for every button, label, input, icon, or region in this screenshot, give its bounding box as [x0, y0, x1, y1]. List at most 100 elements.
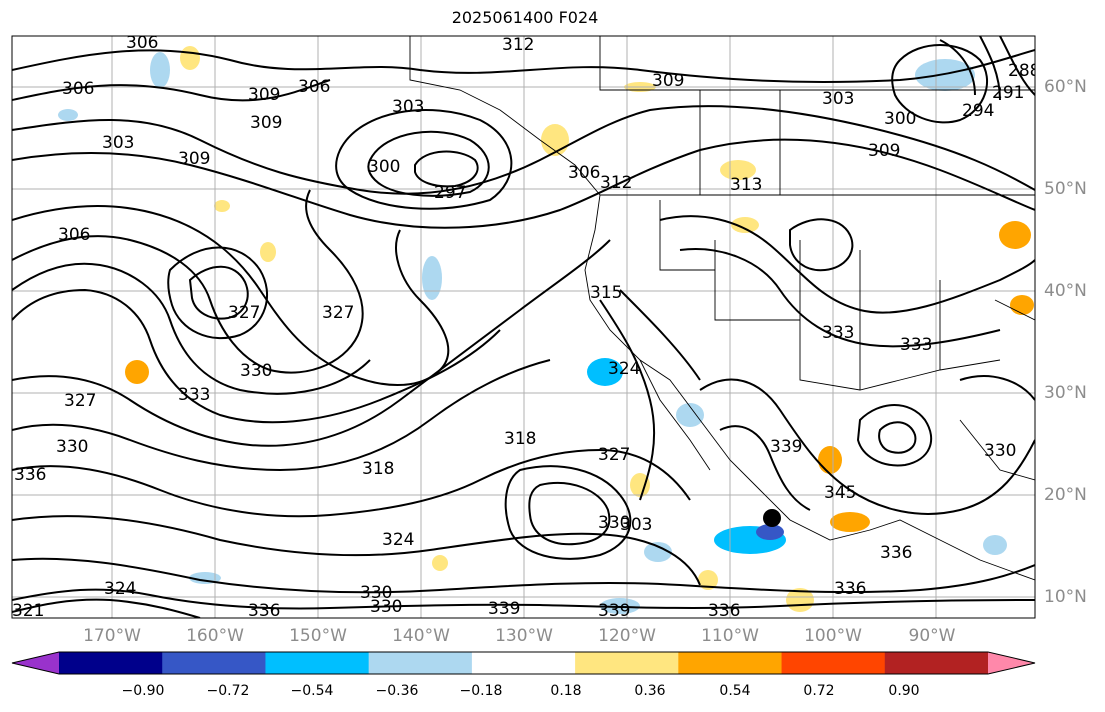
contour-label: 330 — [240, 361, 272, 381]
negative-anomaly-patch — [422, 256, 442, 300]
contour-label: 297 — [434, 183, 466, 203]
contour-label: 309 — [248, 85, 280, 105]
contour-label: 309 — [178, 149, 210, 169]
contour-label: 309 — [652, 71, 684, 91]
positive-anomaly-patch — [720, 160, 756, 180]
contour-label: 306 — [58, 225, 90, 245]
map-title: 2025061400 F024 — [451, 8, 599, 27]
coastlines — [409, 36, 1035, 581]
contour-label: 330 — [984, 441, 1016, 461]
contour-label: 315 — [590, 283, 622, 303]
contour-label: 333 — [900, 335, 932, 355]
contour-label: 306 — [126, 33, 158, 53]
negative-anomaly-patch — [915, 59, 975, 91]
contour-label: 303 — [102, 133, 134, 153]
lon-label: 100°W — [804, 626, 862, 646]
contour-label: 303 — [620, 515, 652, 535]
contour-label: 330 — [56, 437, 88, 457]
contour-label: 309 — [868, 141, 900, 161]
contour-label: 294 — [962, 101, 994, 121]
colorbar-segment — [368, 652, 473, 674]
colorbar-segment — [678, 652, 783, 674]
positive-anomaly-patch — [180, 46, 200, 70]
contour-label: 312 — [600, 173, 632, 193]
colorbar-segment — [884, 652, 989, 674]
colorbar-segments — [11, 651, 1036, 675]
contour-label: 336 — [708, 601, 740, 621]
positive-anomaly-patch — [1010, 295, 1034, 315]
lat-label: 60°N — [1044, 77, 1087, 97]
contour-label: 330 — [598, 513, 630, 533]
negative-anomaly-patch — [983, 535, 1007, 555]
colorbar-outline — [11, 651, 1036, 675]
contour-label: 333 — [822, 323, 854, 343]
lat-label: 30°N — [1044, 383, 1087, 403]
graticule — [12, 36, 1035, 618]
contour-label: 327 — [322, 303, 354, 323]
contour-label: 330 — [370, 597, 402, 617]
cyclone-center-marker — [763, 509, 781, 527]
positive-anomaly-patch — [830, 512, 870, 532]
colorbar-tick-label: 0.72 — [803, 683, 835, 699]
colorbar-tick-label: 0.18 — [550, 683, 582, 699]
contour-label: 309 — [250, 113, 282, 133]
contour-label: 288 — [1008, 61, 1040, 81]
negative-anomaly-patch — [587, 358, 623, 386]
positive-anomaly-patch — [260, 242, 276, 262]
contour-label: 321 — [12, 601, 44, 621]
contour-label: 303 — [392, 97, 424, 117]
contour-label: 330 — [360, 583, 392, 603]
colorbar-segment — [471, 652, 576, 674]
colorbar-extend-max — [988, 652, 1035, 674]
colorbar-tick-label: −0.72 — [206, 683, 250, 699]
lat-label: 10°N — [1044, 587, 1087, 607]
contour-label: 306 — [568, 163, 600, 183]
positive-anomaly-patch — [125, 360, 149, 384]
contour-label: 306 — [298, 77, 330, 97]
contour-label: 313 — [730, 175, 762, 195]
map-frame — [11, 35, 1036, 619]
contour-label: 300 — [368, 157, 400, 177]
negative-anomaly-patch — [676, 403, 704, 427]
colorbar-tick-label: −0.36 — [375, 683, 419, 699]
contour-label: 324 — [382, 530, 414, 550]
lon-label: 90°W — [908, 626, 956, 646]
contour-label: 291 — [992, 83, 1024, 103]
lat-label: 50°N — [1044, 179, 1087, 199]
contour-label: 324 — [104, 579, 136, 599]
colorbar-tick-label: −0.18 — [459, 683, 503, 699]
lon-label: 120°W — [598, 626, 656, 646]
colorbar-tick-label: 0.90 — [888, 683, 920, 699]
colorbar-segment — [59, 652, 163, 674]
contour-label: 345 — [824, 483, 856, 503]
lon-label: 150°W — [289, 626, 347, 646]
colorbar-tick-label: −0.90 — [121, 683, 165, 699]
positive-anomaly-patch — [214, 200, 230, 212]
negative-anomaly-patch — [644, 542, 672, 562]
contour-label: 336 — [14, 465, 46, 485]
colorbar-extend-min — [12, 652, 59, 674]
colorbar-tick-label: −0.54 — [290, 683, 334, 699]
colorbar-tick-label: 0.54 — [719, 683, 751, 699]
positive-anomaly-patch — [630, 473, 650, 497]
contour-label: 327 — [228, 303, 260, 323]
contour-label: 339 — [770, 437, 802, 457]
lat-label: 20°N — [1044, 485, 1087, 505]
contour-label: 306 — [62, 79, 94, 99]
negative-anomaly-patch — [600, 598, 640, 614]
lat-label: 40°N — [1044, 281, 1087, 301]
contour-label: 333 — [178, 385, 210, 405]
contour-label: 303 — [822, 89, 854, 109]
contour-label: 324 — [608, 359, 640, 379]
colorbar — [11, 651, 1036, 675]
colorbar-segment — [162, 652, 266, 674]
lon-label: 140°W — [392, 626, 450, 646]
positive-anomaly-patch — [698, 570, 718, 590]
strong-negative-anomaly-patch — [756, 524, 784, 540]
negative-anomaly-patch — [58, 109, 78, 121]
lon-label: 110°W — [701, 626, 759, 646]
contour-label: 300 — [884, 109, 916, 129]
contour-labels: 312 306 306 303 303 309 309 309 306 300 … — [12, 33, 1040, 621]
contour-label: 312 — [502, 35, 534, 55]
